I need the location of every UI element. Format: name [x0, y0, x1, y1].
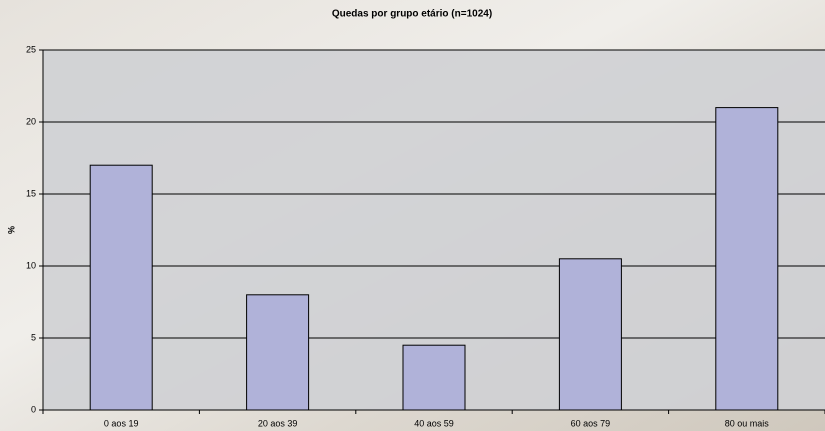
y-tick-label: 5 — [31, 332, 36, 342]
x-tick-label: 80 ou mais — [725, 418, 770, 428]
x-tick-label: 0 aos 19 — [104, 418, 139, 428]
bar — [402, 344, 466, 411]
chart-title: Quedas por grupo etário (n=1024) — [332, 9, 492, 20]
y-tick-label: 15 — [26, 188, 36, 198]
bar — [246, 294, 310, 411]
x-tick-label: 60 aos 79 — [571, 418, 611, 428]
bar — [89, 164, 153, 411]
y-tick-label: 10 — [26, 260, 36, 270]
bar — [715, 107, 779, 411]
y-tick-label: 20 — [26, 116, 36, 126]
x-tick-label: 20 aos 39 — [258, 418, 298, 428]
y-tick-label: 25 — [26, 44, 36, 54]
y-tick-label: 0 — [31, 404, 36, 414]
bar — [558, 258, 622, 411]
y-axis-label: % — [6, 226, 16, 234]
x-tick-label: 40 aos 59 — [414, 418, 454, 428]
